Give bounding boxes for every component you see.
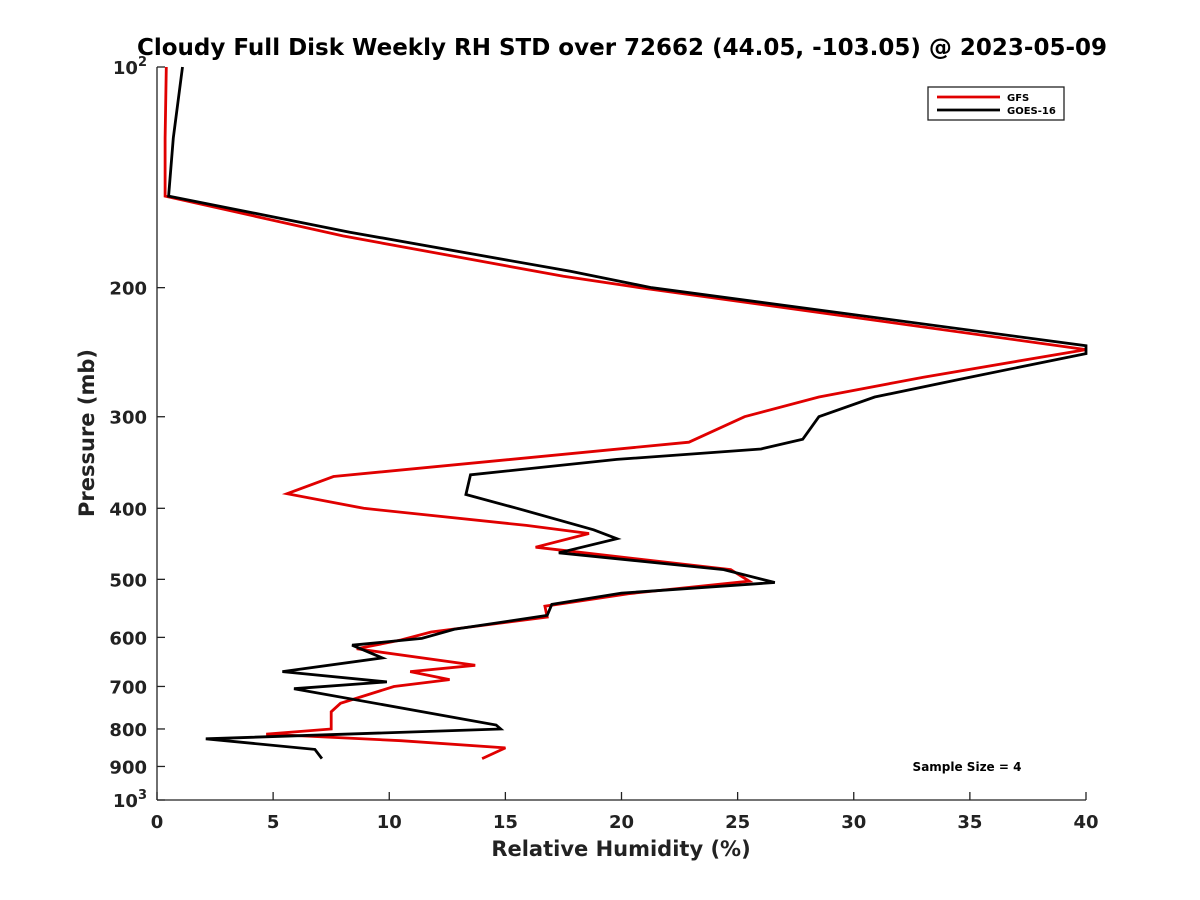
legend-label: GOES-16 (1007, 106, 1056, 117)
y-tick-label: 600 (109, 628, 147, 649)
y-tick-label: 500 (109, 570, 147, 591)
x-tick-label: 35 (957, 812, 982, 833)
x-tick-label: 15 (493, 812, 518, 833)
series-line-gfs (163, 66, 1087, 760)
y-tick-label: 700 (109, 677, 147, 698)
x-tick-label: 5 (267, 812, 280, 833)
y-tick-label: 900 (109, 757, 147, 778)
x-tick-label: 0 (151, 812, 164, 833)
y-axis: 102 200 300 400 500 600 700 800 900 103 (109, 55, 165, 812)
legend-label: GFS (1007, 93, 1029, 104)
y-tick-label: 103 (113, 788, 147, 812)
x-tick-label: 10 (377, 812, 402, 833)
y-tick-label: 102 (113, 55, 147, 79)
y-tick-label: 300 (109, 408, 147, 429)
x-tick-label: 30 (841, 812, 866, 833)
y-axis-label: Pressure (mb) (75, 349, 99, 517)
series-layer (163, 66, 1088, 760)
sample-size-annotation: Sample Size = 4 (913, 760, 1022, 774)
x-axis: 0 5 10 15 20 25 30 35 40 (151, 792, 1099, 833)
y-tick-label: 800 (109, 720, 147, 741)
x-axis-label: Relative Humidity (%) (491, 837, 750, 861)
legend: GFS GOES-16 (927, 86, 1065, 121)
y-tick-label: 200 (109, 279, 147, 300)
series-line-goes-16 (167, 66, 1088, 760)
x-tick-label: 20 (609, 812, 634, 833)
x-tick-label: 40 (1073, 812, 1098, 833)
legend-box (927, 86, 1065, 121)
x-tick-label: 25 (725, 812, 750, 833)
y-tick-label: 400 (109, 499, 147, 520)
chart-title: Cloudy Full Disk Weekly RH STD over 7266… (137, 35, 1107, 61)
